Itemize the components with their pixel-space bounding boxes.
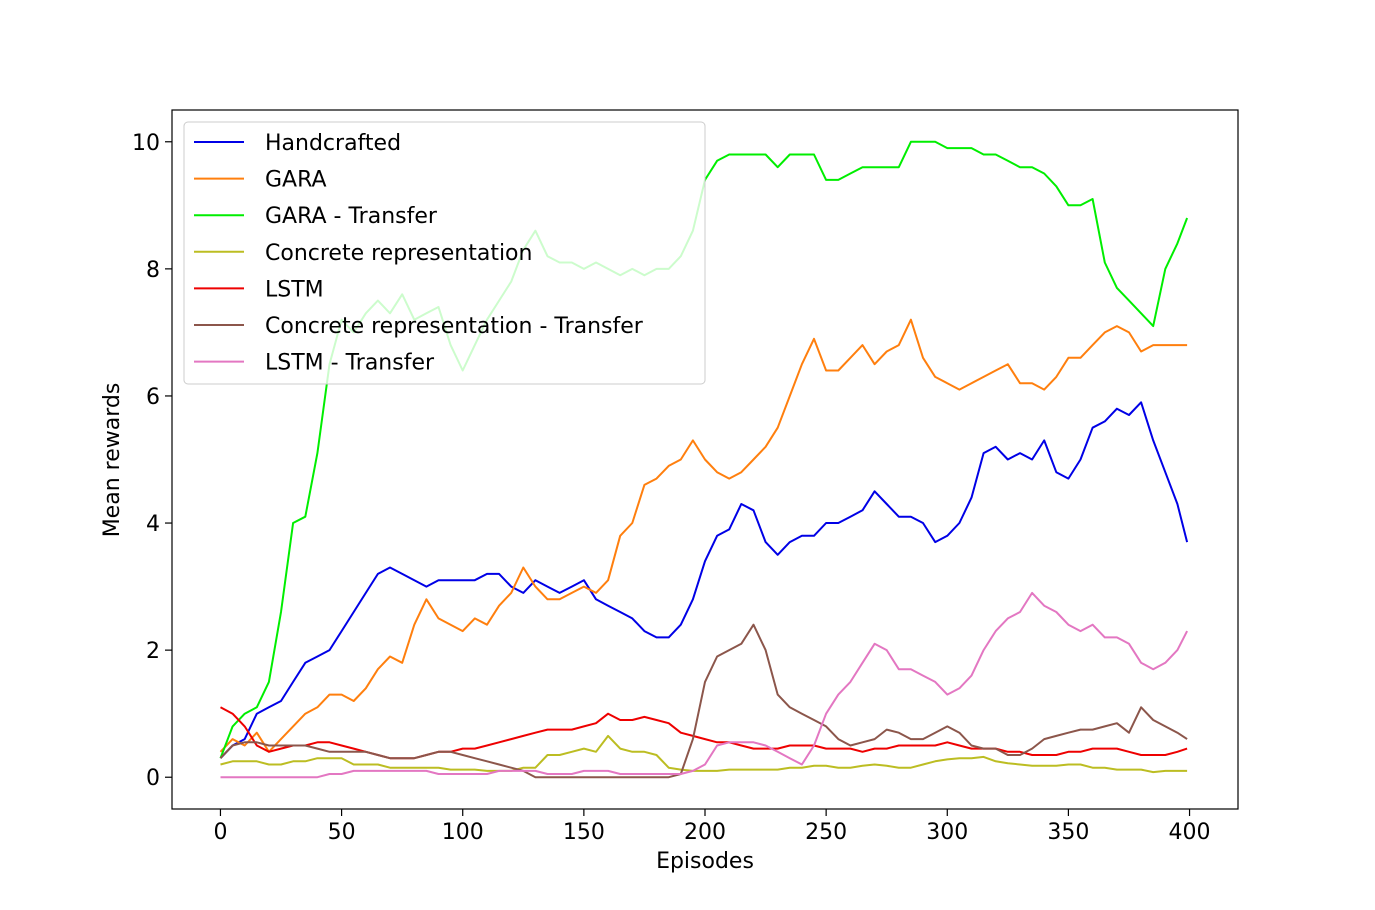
y-tick-label: 10 [132,131,160,156]
x-tick-label: 350 [1047,820,1089,845]
legend-label: GARA [265,168,327,193]
y-axis: 0 2 4 6 8 10 [132,131,172,791]
y-tick-label: 8 [146,258,160,283]
legend: Handcrafted GARA GARA - Transfer Concrete r… [183,121,706,385]
y-tick-label: 4 [146,512,160,537]
x-axis-title: Episodes [656,849,754,874]
legend-label: Handcrafted [265,131,401,156]
legend-label: GARA - Transfer [265,204,438,229]
y-axis-title: Mean rewards [100,383,125,538]
y-tick-label: 2 [146,639,160,664]
legend-label: LSTM [265,277,324,302]
x-axis: 0 50 100 150 200 250 300 350 400 [213,809,1211,845]
x-tick-label: 400 [1169,820,1211,845]
x-tick-label: 250 [805,820,847,845]
x-tick-label: 150 [563,820,605,845]
x-tick-label: 0 [213,820,227,845]
x-tick-label: 300 [926,820,968,845]
legend-label: Concrete representation - Transfer [265,314,644,339]
legend-box [183,121,706,385]
series-line-6 [220,591,1188,779]
series-line-1 [219,318,1188,753]
x-tick-label: 100 [442,820,484,845]
y-tick-label: 6 [146,385,160,410]
series-line-3 [220,734,1188,774]
legend-label: LSTM - Transfer [265,351,435,376]
series-line-5 [219,623,1188,779]
x-tick-label: 50 [328,820,356,845]
legend-label: Concrete representation [265,241,532,266]
y-tick-label: 0 [146,766,160,791]
x-tick-label: 200 [684,820,726,845]
series-line-0 [219,401,1189,759]
